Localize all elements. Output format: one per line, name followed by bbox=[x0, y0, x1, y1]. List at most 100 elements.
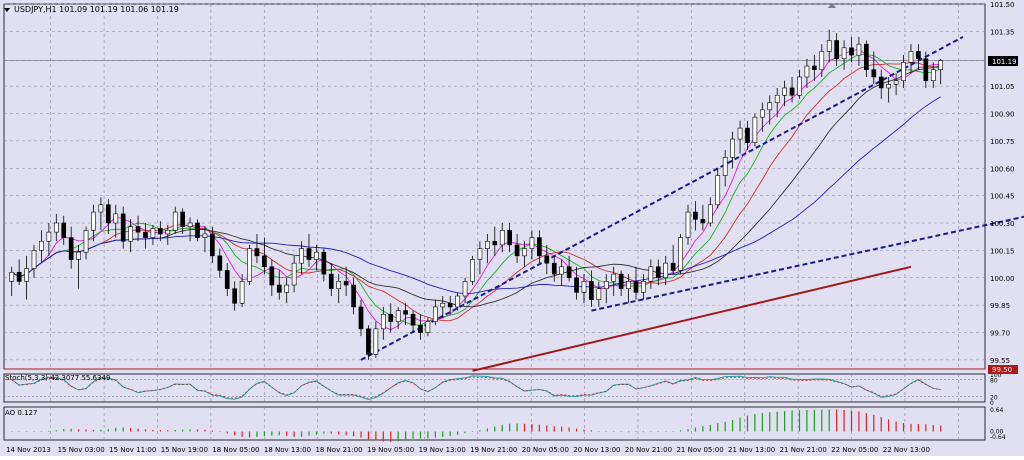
candle-body bbox=[574, 277, 579, 293]
chart-menu-triangle-icon[interactable] bbox=[4, 8, 10, 12]
candle-body bbox=[485, 240, 490, 249]
candle-body bbox=[499, 230, 505, 246]
trendline bbox=[591, 215, 1024, 312]
moving-averages bbox=[11, 48, 941, 331]
candlesticks bbox=[9, 29, 944, 360]
candle-body bbox=[150, 228, 156, 238]
candle-body bbox=[626, 281, 631, 289]
candle-body bbox=[655, 266, 661, 279]
x-tick-label: 19 Nov 21:00 bbox=[470, 446, 517, 454]
candle-body bbox=[9, 271, 15, 282]
candle-body bbox=[403, 310, 408, 315]
candle-body bbox=[254, 248, 260, 257]
candle-body bbox=[566, 266, 572, 279]
candle-body bbox=[722, 157, 728, 176]
candle-body bbox=[314, 251, 319, 260]
x-tick-label: 18 Nov 13:00 bbox=[264, 446, 311, 454]
stoch-label: Stoch(5,3,3) 42.3077 55.6349 bbox=[5, 374, 110, 382]
candle-body bbox=[418, 324, 423, 333]
ao-label: AO 0.127 bbox=[5, 409, 37, 417]
candle-body bbox=[395, 310, 401, 322]
candle-body bbox=[789, 87, 795, 96]
candle-body bbox=[53, 222, 59, 233]
candle-body bbox=[871, 69, 877, 78]
long-ma-line bbox=[472, 265, 912, 372]
candle-body bbox=[812, 65, 817, 71]
candle-body bbox=[217, 255, 223, 271]
y-tick-label: 100.00 bbox=[990, 275, 1015, 283]
stoch-tick-label: 0 bbox=[990, 400, 994, 407]
candle-body bbox=[425, 321, 431, 333]
x-tick-label: 20 Nov 13:00 bbox=[573, 446, 620, 454]
candle-body bbox=[143, 231, 148, 238]
candle-body bbox=[693, 211, 698, 220]
stoch-grid bbox=[3, 373, 986, 403]
candle-body bbox=[291, 262, 297, 286]
x-tick-label: 22 Nov 05:00 bbox=[831, 446, 878, 454]
x-tick-label: 19 Nov 13:00 bbox=[419, 446, 466, 454]
x-tick-label: 18 Nov 21:00 bbox=[315, 446, 362, 454]
candle-body bbox=[76, 251, 81, 260]
candle-body bbox=[864, 43, 869, 71]
stoch-panel-frame bbox=[3, 373, 986, 403]
y-tick-label: 100.45 bbox=[990, 193, 1015, 201]
candle-body bbox=[648, 266, 654, 282]
candle-body bbox=[633, 281, 639, 293]
y-tick-label: 101.35 bbox=[990, 28, 1015, 36]
candle-body bbox=[559, 266, 565, 275]
candle-body bbox=[380, 313, 386, 330]
candle-body bbox=[908, 51, 914, 63]
candle-body bbox=[492, 240, 498, 246]
y-tick-label: 101.50 bbox=[990, 1, 1015, 9]
stoch-tick-label: 100 bbox=[990, 372, 1002, 379]
ma-long-line bbox=[11, 65, 941, 308]
x-tick-label: 20 Nov 05:00 bbox=[522, 446, 569, 454]
candle-body bbox=[849, 47, 854, 56]
x-tick-label: 22 Nov 13:00 bbox=[883, 446, 930, 454]
current-price-label: 101.19 bbox=[992, 58, 1017, 66]
candle-body bbox=[797, 76, 802, 96]
x-tick-label: 15 Nov 11:00 bbox=[109, 446, 156, 454]
x-tick-label: 21 Nov 21:00 bbox=[780, 446, 827, 454]
trendlines bbox=[360, 35, 1024, 372]
candle-body bbox=[916, 51, 921, 60]
candle-body bbox=[284, 284, 290, 293]
ao-tick-label: 0.00 bbox=[990, 429, 1004, 436]
trendline bbox=[360, 35, 964, 361]
candle-body bbox=[596, 288, 602, 300]
x-tick-label: 18 Nov 05:00 bbox=[212, 446, 259, 454]
scroll-triangle-icon[interactable] bbox=[828, 3, 836, 8]
current-price-marker bbox=[988, 56, 1018, 66]
candle-body bbox=[470, 259, 475, 282]
candle-body bbox=[507, 230, 512, 246]
candle-body bbox=[923, 58, 929, 81]
candle-body bbox=[774, 94, 780, 103]
candle-body bbox=[46, 231, 52, 242]
candle-body bbox=[158, 228, 163, 235]
candle-body bbox=[529, 237, 535, 249]
candle-body bbox=[68, 237, 74, 260]
candle-body bbox=[930, 69, 936, 81]
candle-body bbox=[276, 284, 282, 293]
candle-body bbox=[172, 211, 178, 231]
candle-body bbox=[61, 222, 67, 238]
candle-body bbox=[819, 51, 825, 71]
candle-body bbox=[938, 60, 944, 71]
candle-body bbox=[678, 237, 683, 271]
candle-body bbox=[893, 80, 899, 85]
candle-body bbox=[611, 273, 617, 282]
candle-body bbox=[737, 127, 743, 140]
candle-body bbox=[804, 65, 810, 78]
candle-body bbox=[321, 251, 327, 275]
stoch-tick-label: 80 bbox=[990, 378, 998, 385]
candle-body bbox=[462, 281, 468, 297]
x-tick-label: 14 Nov 2013 bbox=[6, 446, 51, 454]
candle-body bbox=[195, 222, 200, 238]
candle-body bbox=[31, 250, 37, 269]
candle-body bbox=[165, 230, 171, 235]
candle-body bbox=[105, 204, 111, 224]
candle-body bbox=[343, 281, 349, 286]
candle-body bbox=[440, 302, 446, 308]
